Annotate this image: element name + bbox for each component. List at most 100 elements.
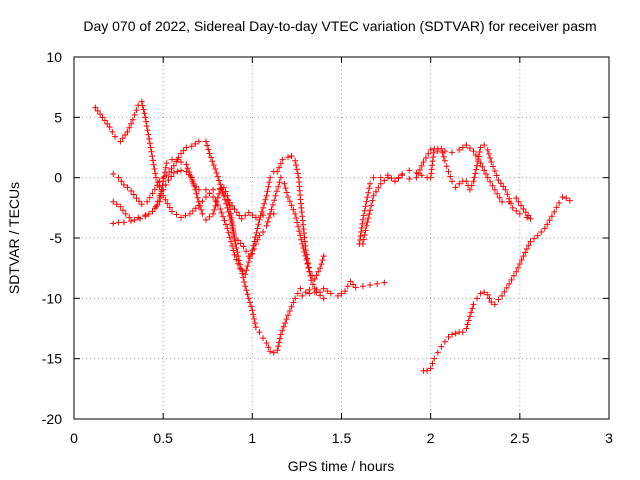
data-point bbox=[266, 179, 273, 186]
data-point bbox=[233, 209, 240, 216]
data-point bbox=[496, 194, 503, 201]
data-point bbox=[245, 253, 252, 260]
y-tick-label: -5 bbox=[50, 230, 63, 246]
x-tick-label: 1.5 bbox=[332, 430, 352, 446]
data-point bbox=[249, 307, 256, 314]
data-point bbox=[206, 190, 213, 197]
data-point bbox=[254, 236, 261, 243]
data-point bbox=[302, 289, 309, 296]
data-point bbox=[146, 140, 153, 147]
data-point bbox=[268, 206, 275, 213]
data-point bbox=[551, 208, 558, 215]
data-point bbox=[541, 225, 548, 232]
data-point bbox=[279, 156, 286, 163]
data-point bbox=[252, 241, 259, 248]
data-point bbox=[178, 167, 184, 174]
data-point bbox=[374, 280, 381, 287]
data-point bbox=[381, 279, 388, 286]
data-point bbox=[192, 205, 199, 212]
data-point bbox=[220, 213, 227, 220]
data-point bbox=[489, 182, 496, 189]
data-point bbox=[184, 165, 191, 172]
data-point bbox=[229, 243, 236, 250]
data-point bbox=[110, 220, 117, 227]
data-point bbox=[303, 256, 310, 263]
data-point bbox=[364, 194, 371, 201]
data-point bbox=[131, 111, 138, 118]
data-point bbox=[368, 202, 375, 209]
data-point bbox=[299, 292, 306, 299]
data-point bbox=[493, 172, 500, 179]
data-point bbox=[350, 281, 357, 288]
data-point bbox=[234, 249, 241, 256]
data-point bbox=[413, 169, 420, 176]
data-point bbox=[438, 145, 445, 152]
data-point bbox=[148, 148, 155, 155]
data-point bbox=[207, 154, 214, 161]
data-point bbox=[225, 229, 232, 236]
data-point bbox=[515, 264, 522, 271]
data-point bbox=[131, 216, 138, 223]
data-point bbox=[553, 204, 560, 211]
data-point bbox=[522, 249, 529, 256]
data-point bbox=[138, 201, 145, 208]
data-point bbox=[427, 365, 434, 372]
data-point bbox=[270, 349, 277, 356]
data-point bbox=[275, 343, 282, 350]
data-point bbox=[306, 290, 313, 297]
data-point bbox=[527, 215, 534, 222]
data-point bbox=[503, 284, 510, 291]
data-point bbox=[235, 260, 242, 267]
data-point bbox=[199, 210, 206, 217]
data-point bbox=[319, 257, 326, 264]
data-point bbox=[282, 319, 289, 326]
data-point bbox=[438, 343, 445, 350]
data-point bbox=[267, 348, 274, 355]
data-point bbox=[424, 367, 431, 374]
data-point bbox=[494, 190, 501, 197]
data-point bbox=[495, 177, 502, 184]
data-point bbox=[359, 220, 366, 227]
data-point bbox=[265, 214, 272, 221]
data-point bbox=[305, 264, 312, 271]
data-point bbox=[523, 214, 530, 221]
data-point bbox=[305, 264, 312, 271]
data-point bbox=[508, 276, 515, 283]
data-point bbox=[243, 287, 250, 294]
data-point bbox=[369, 197, 376, 204]
data-point bbox=[113, 201, 120, 208]
data-point bbox=[470, 301, 477, 308]
data-point bbox=[241, 278, 248, 285]
data-point bbox=[212, 202, 219, 209]
data-point bbox=[101, 117, 108, 124]
data-point bbox=[120, 207, 127, 214]
data-point bbox=[463, 178, 470, 185]
data-point bbox=[359, 241, 366, 248]
data-point bbox=[441, 157, 448, 164]
data-point bbox=[294, 219, 301, 226]
data-point bbox=[256, 329, 263, 336]
data-point bbox=[469, 305, 476, 312]
data-point bbox=[428, 170, 435, 177]
data-point bbox=[149, 208, 156, 215]
data-point bbox=[235, 253, 242, 260]
data-point bbox=[143, 122, 150, 129]
data-point bbox=[178, 158, 184, 165]
data-point bbox=[222, 221, 229, 228]
data-point bbox=[375, 184, 382, 191]
data-point bbox=[481, 142, 488, 149]
data-point bbox=[260, 335, 267, 342]
data-point bbox=[110, 198, 117, 205]
data-point bbox=[274, 347, 281, 354]
data-point bbox=[227, 210, 234, 217]
data-point bbox=[362, 227, 369, 234]
data-point bbox=[317, 265, 324, 272]
data-point bbox=[449, 331, 456, 338]
data-point bbox=[502, 186, 509, 193]
data-point bbox=[117, 138, 124, 145]
data-point bbox=[149, 153, 156, 160]
data-point bbox=[198, 206, 205, 213]
data-point bbox=[188, 174, 195, 181]
data-point bbox=[430, 149, 437, 156]
